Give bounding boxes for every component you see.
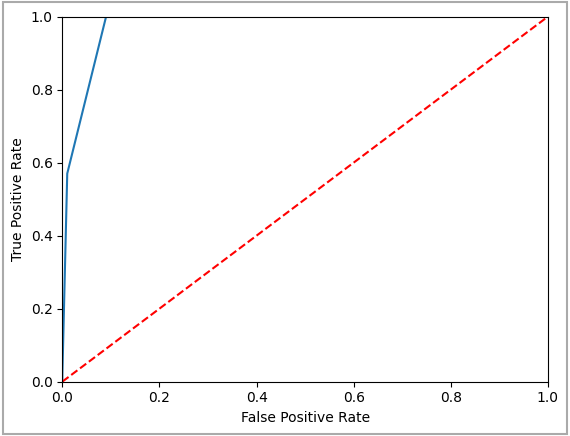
Y-axis label: True Positive Rate: True Positive Rate — [11, 137, 25, 261]
X-axis label: False Positive Rate: False Positive Rate — [241, 411, 370, 425]
